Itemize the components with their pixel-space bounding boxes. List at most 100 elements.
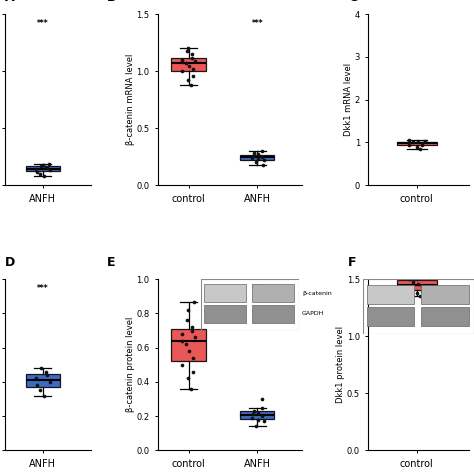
- Point: [178, 330, 186, 338]
- Point: [183, 47, 191, 55]
- Point: [32, 165, 40, 173]
- Point: [251, 149, 258, 157]
- Point: [43, 368, 50, 375]
- Point: [189, 72, 197, 80]
- Point: [405, 284, 413, 292]
- Point: [185, 306, 192, 314]
- Point: [187, 385, 195, 392]
- Point: [191, 57, 199, 65]
- Text: B: B: [107, 0, 117, 4]
- Point: [406, 138, 413, 146]
- Point: [186, 62, 193, 69]
- Point: [258, 404, 265, 411]
- Y-axis label: β-catenin protein level: β-catenin protein level: [126, 317, 135, 412]
- Point: [178, 67, 186, 75]
- Point: [249, 410, 257, 418]
- Point: [33, 168, 40, 175]
- Point: [421, 137, 428, 145]
- Point: [260, 418, 267, 425]
- Point: [186, 347, 193, 355]
- Point: [45, 160, 53, 167]
- Point: [46, 378, 54, 386]
- Point: [189, 368, 197, 375]
- Y-axis label: β-catenin mRNA level: β-catenin mRNA level: [126, 54, 135, 146]
- Point: [418, 283, 426, 290]
- Point: [248, 154, 255, 162]
- Point: [254, 155, 261, 163]
- Point: [185, 45, 192, 52]
- Point: [410, 278, 417, 285]
- Text: ***: ***: [251, 284, 263, 293]
- Point: [184, 77, 192, 84]
- PathPatch shape: [240, 411, 274, 419]
- Point: [252, 422, 260, 430]
- Text: D: D: [5, 256, 15, 269]
- Point: [418, 139, 426, 147]
- Point: [178, 56, 186, 64]
- Text: ***: ***: [37, 284, 49, 293]
- Point: [182, 59, 190, 67]
- PathPatch shape: [172, 329, 206, 361]
- Point: [40, 392, 47, 400]
- Point: [189, 54, 196, 61]
- Text: A: A: [5, 0, 14, 4]
- Point: [46, 167, 54, 174]
- Point: [258, 147, 265, 155]
- Point: [36, 387, 44, 394]
- Point: [421, 273, 428, 281]
- Point: [248, 414, 255, 421]
- Point: [179, 337, 186, 345]
- Point: [258, 153, 265, 161]
- Point: [418, 287, 426, 294]
- Point: [413, 289, 420, 297]
- Point: [249, 152, 257, 159]
- Point: [189, 65, 197, 73]
- Point: [254, 151, 262, 158]
- Point: [188, 50, 196, 58]
- Point: [254, 416, 261, 423]
- Point: [33, 382, 40, 389]
- Point: [36, 170, 44, 178]
- Point: [410, 138, 417, 146]
- Point: [251, 407, 258, 415]
- PathPatch shape: [240, 155, 274, 160]
- PathPatch shape: [397, 280, 437, 290]
- Text: ***: ***: [37, 19, 49, 28]
- Point: [254, 409, 262, 417]
- Point: [406, 275, 413, 283]
- Point: [405, 136, 412, 144]
- Y-axis label: Dkk1 protein level: Dkk1 protein level: [337, 326, 346, 403]
- Point: [43, 164, 50, 172]
- Point: [191, 298, 198, 305]
- PathPatch shape: [26, 374, 60, 387]
- Point: [416, 292, 423, 300]
- Text: C: C: [348, 0, 357, 4]
- PathPatch shape: [26, 166, 60, 171]
- Point: [179, 58, 186, 66]
- Point: [414, 139, 421, 146]
- Point: [182, 340, 190, 348]
- Point: [187, 81, 195, 89]
- Point: [189, 327, 196, 334]
- Point: [188, 323, 196, 331]
- Point: [413, 143, 420, 151]
- Point: [405, 141, 413, 148]
- Point: [258, 412, 265, 420]
- Text: F: F: [348, 256, 356, 269]
- Point: [416, 145, 423, 153]
- Point: [189, 354, 197, 362]
- Text: E: E: [107, 256, 116, 269]
- PathPatch shape: [172, 58, 206, 71]
- Point: [414, 280, 421, 288]
- Point: [184, 374, 192, 382]
- Text: ***: ***: [251, 19, 263, 28]
- Point: [32, 374, 40, 382]
- Point: [43, 371, 50, 379]
- Point: [37, 365, 45, 372]
- Point: [258, 395, 265, 403]
- Point: [191, 334, 199, 341]
- Point: [39, 161, 46, 168]
- Point: [40, 173, 47, 180]
- Point: [43, 163, 50, 171]
- Point: [178, 361, 186, 369]
